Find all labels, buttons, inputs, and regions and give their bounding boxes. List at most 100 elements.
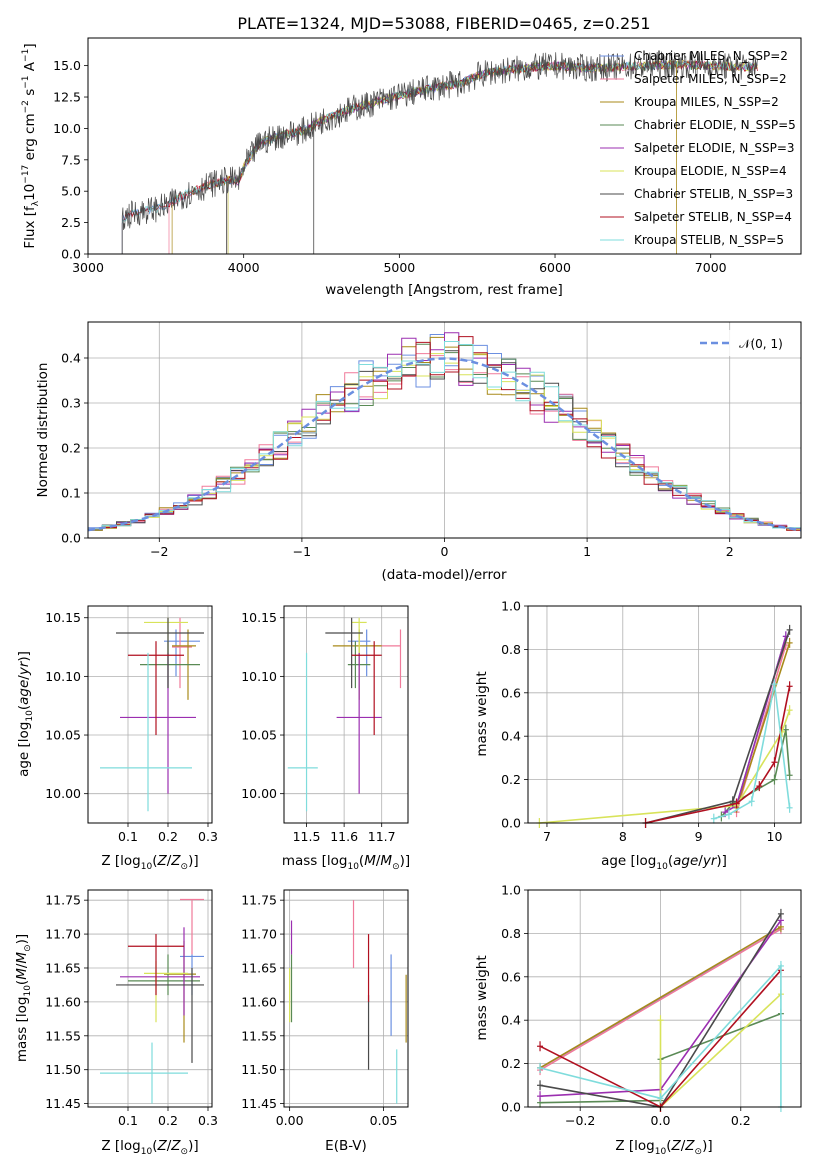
x-tick-label: 6000 — [539, 260, 571, 275]
y-tick-label: 12.5 — [53, 90, 81, 105]
y-tick-label: 11.45 — [45, 1096, 81, 1111]
x-tick-label: 7000 — [695, 260, 727, 275]
normal-curve-legend-label: 𝒩(0, 1) — [739, 337, 783, 351]
y-tick-label: 11.45 — [241, 1096, 277, 1111]
y-tick-label: 10.00 — [241, 786, 277, 801]
x-tick-label: 10 — [767, 829, 783, 844]
weight-vs-age-panel: 7 8 9 10 0.0 0.2 0.4 0.6 0.8 1.0 age [log10(age/y… — [474, 599, 802, 872]
legend-label: Salpeter STELIB, N_SSP=4 — [634, 210, 792, 224]
age-vs-z-panel: 0.1 0.2 0.3 10.00 10.05 10.10 10.15 Z [log10(Z… — [16, 605, 218, 872]
y-tick-label: 11.50 — [241, 1062, 277, 1077]
weight-series-line — [539, 928, 782, 1071]
y-tick-label: 11.65 — [45, 960, 81, 975]
y-tick-label: 0.1 — [61, 486, 81, 501]
legend-label: Kroupa MILES, N_SSP=2 — [634, 95, 779, 109]
x-tick-label: −1 — [293, 544, 311, 559]
y-tick-label: 15.0 — [53, 58, 81, 73]
weight-series-line — [539, 963, 782, 1107]
y-tick-label: 0.8 — [501, 926, 521, 941]
mass-vs-z-ylabel: mass [log10(M/M⊙)] — [14, 934, 33, 1062]
weight-vs-age-xlabel: age [log10(age/yr)] — [601, 853, 727, 872]
age-vs-mass-panel: 11.5 11.6 11.7 10.00 10.05 10.10 10.15 mass [l… — [241, 605, 410, 872]
x-tick-label: 0.2 — [731, 1113, 751, 1128]
weight-vs-z-panel: −0.2 0.0 0.2 0.0 0.2 0.4 0.6 0.8 1.0 Z [log10(Z/… — [474, 883, 802, 1157]
y-tick-label: 0.2 — [61, 441, 81, 456]
y-tick-label: 0.4 — [501, 729, 521, 744]
mass-vs-z-xlabel: Z [log10(Z/Z⊙)] — [101, 1138, 198, 1157]
x-tick-label: 3000 — [72, 260, 104, 275]
x-tick-label: 0 — [441, 544, 449, 559]
mass-vs-z-panel: 0.1 0.2 0.3 11.45 11.50 11.55 11.60 11.65 11.70 1… — [14, 889, 218, 1157]
y-tick-label: 0.0 — [501, 816, 521, 831]
figure-title: PLATE=1324, MJD=53088, FIBERID=0465, z=0… — [237, 14, 650, 33]
weight-vs-z-ylabel: mass weight — [474, 955, 490, 1040]
legend-label: Salpeter ELODIE, N_SSP=3 — [634, 141, 795, 155]
residual-panel: −2 −1 0 1 2 0.0 0.1 0.2 0.3 0.4 (data-model)/erro… — [35, 321, 802, 583]
y-tick-label: 0.0 — [501, 1100, 521, 1115]
normal-curve — [88, 357, 801, 532]
legend-label: Chabrier MILES, N_SSP=2 — [634, 49, 788, 63]
spectrum-legend: Chabrier MILES, N_SSP=2 Salpeter MILES, N… — [600, 49, 796, 247]
x-tick-label: 11.6 — [330, 829, 358, 844]
legend-label: Kroupa ELODIE, N_SSP=4 — [634, 164, 787, 178]
x-tick-label: 7 — [543, 829, 551, 844]
residual-xlabel: (data-model)/error — [381, 567, 507, 583]
y-tick-label: 0.6 — [501, 969, 521, 984]
spectrum-line — [227, 60, 758, 254]
x-tick-label: 0.3 — [198, 829, 218, 844]
y-tick-label: 0.0 — [61, 247, 81, 262]
y-tick-label: 10.0 — [53, 121, 81, 136]
y-tick-label: 10.10 — [45, 669, 81, 684]
weight-vs-age-ylabel: mass weight — [474, 671, 490, 756]
x-tick-label: 0.1 — [118, 829, 138, 844]
spectrum-ylabel: Flux [fλ10−17 erg cm−2 s−1 A−1] — [21, 43, 41, 248]
x-tick-label: 0.2 — [158, 829, 178, 844]
x-tick-label: 0.00 — [276, 1113, 304, 1128]
y-tick-label: 7.5 — [61, 152, 81, 167]
mass-vs-ebv-panel: 0.00 0.05 11.45 11.50 11.55 11.60 11.65 11.70 11… — [241, 889, 409, 1154]
x-tick-label: 8 — [619, 829, 627, 844]
residual-ylabel: Normed distribution — [35, 363, 51, 498]
spectrum-line — [168, 59, 758, 254]
spectrum-panel: PLATE=1324, MJD=53088, FIBERID=0465, z=0… — [21, 14, 802, 298]
age-vs-z-xlabel: Z [log10(Z/Z⊙)] — [101, 853, 198, 872]
x-tick-label: 11.5 — [293, 829, 321, 844]
x-tick-label: 4000 — [228, 260, 260, 275]
legend-label: Chabrier STELIB, N_SSP=3 — [634, 187, 793, 201]
weight-series-line — [539, 926, 782, 1069]
x-tick-label: −2 — [150, 544, 168, 559]
spectrum-plot-area — [121, 51, 758, 254]
weight-vs-z-xlabel: Z [log10(Z/Z⊙)] — [615, 1138, 712, 1157]
x-tick-label: 0.3 — [198, 1113, 218, 1128]
age-vs-z-ylabel: age [log10(age/yr)] — [16, 651, 35, 777]
x-tick-label: 1 — [583, 544, 591, 559]
x-tick-label: 0.05 — [370, 1113, 398, 1128]
y-tick-label: 11.60 — [241, 994, 277, 1009]
residual-plot-area — [88, 332, 801, 533]
y-tick-label: 1.0 — [501, 883, 521, 898]
weight-series-line — [735, 642, 791, 809]
y-tick-label: 0.2 — [501, 772, 521, 787]
y-tick-label: 11.55 — [241, 1028, 277, 1043]
legend-label: Salpeter MILES, N_SSP=2 — [634, 72, 787, 86]
y-tick-label: 11.50 — [45, 1062, 81, 1077]
y-tick-label: 11.55 — [45, 1028, 81, 1043]
spectrum-xlabel: wavelength [Angstrom, rest frame] — [325, 282, 563, 298]
y-tick-label: 10.05 — [241, 728, 277, 743]
y-tick-label: 5.0 — [61, 184, 81, 199]
weight-series-line — [645, 629, 791, 824]
y-tick-label: 0.4 — [61, 351, 81, 366]
y-tick-label: 0.3 — [61, 396, 81, 411]
y-tick-label: 0.2 — [501, 1056, 521, 1071]
y-tick-label: 10.00 — [45, 786, 81, 801]
age-vs-mass-xlabel: mass [log10(M/M⊙)] — [282, 853, 410, 872]
weight-series-line — [539, 709, 791, 824]
y-tick-label: 1.0 — [501, 599, 521, 614]
x-tick-label: −0.2 — [565, 1113, 595, 1128]
legend-label: Chabrier ELODIE, N_SSP=5 — [634, 118, 796, 132]
y-tick-label: 10.15 — [241, 610, 277, 625]
y-tick-label: 2.5 — [61, 215, 81, 230]
y-tick-label: 11.75 — [45, 893, 81, 908]
y-tick-label: 11.60 — [45, 994, 81, 1009]
